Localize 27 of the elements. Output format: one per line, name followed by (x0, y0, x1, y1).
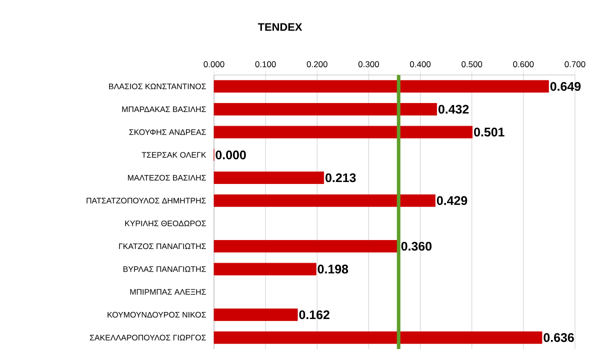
bar (214, 331, 542, 344)
x-tick-label: 0.200 (306, 61, 328, 68)
x-tick-label: 0.500 (462, 61, 482, 68)
x-tick-label: 0.400 (410, 61, 431, 68)
data-label: 0.429 (436, 196, 468, 205)
data-label: 0.198 (318, 264, 348, 274)
bar (214, 194, 436, 207)
bar (214, 126, 473, 138)
x-tick-label: 0.700 (564, 61, 586, 68)
data-label: 0.649 (550, 82, 581, 91)
data-label: 0.162 (299, 310, 330, 320)
x-tick-label: 0.300 (358, 61, 379, 68)
chart-title: TENDEX (258, 23, 302, 31)
x-tick-label: 0.100 (255, 61, 276, 68)
data-label: 0.360 (401, 242, 432, 251)
bar (214, 172, 324, 184)
data-label: 0.213 (326, 173, 356, 182)
data-label: 0.000 (216, 150, 246, 160)
data-label: 0.636 (544, 333, 574, 342)
bar (214, 103, 437, 116)
data-label: 0.432 (438, 104, 469, 114)
bar (214, 308, 298, 321)
data-label: 0.501 (474, 128, 504, 136)
x-tick-label: 0.000 (204, 61, 224, 68)
bar (214, 80, 549, 93)
x-tick-label: 0.600 (513, 61, 534, 68)
bar (214, 262, 316, 276)
